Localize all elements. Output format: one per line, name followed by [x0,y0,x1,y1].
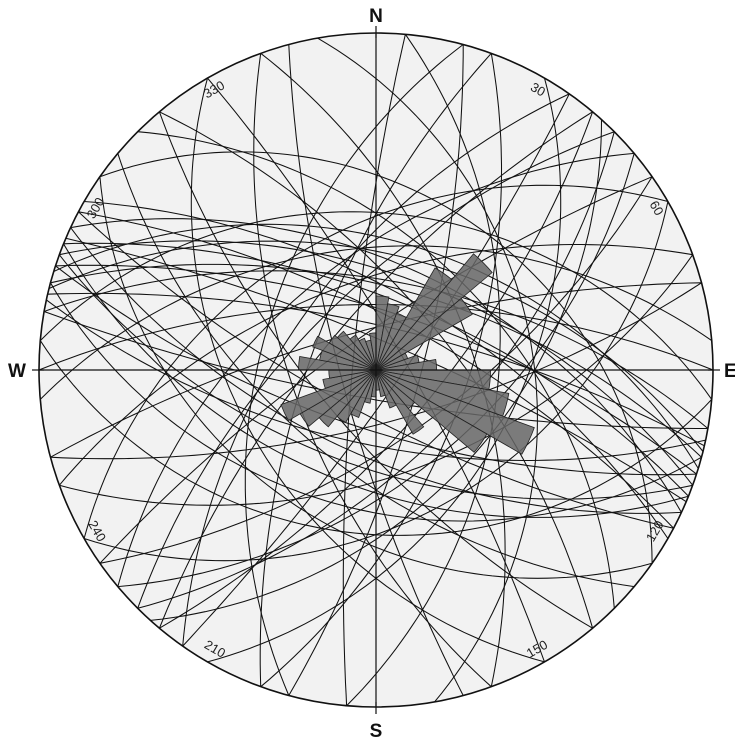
great-circle [260,52,506,687]
great-circle [50,282,702,458]
great-circle [39,245,712,400]
great-circle [63,242,689,497]
rose-petal [375,369,535,455]
rose-petal [336,330,377,371]
great-circle [70,218,682,513]
great-circle [50,282,702,522]
great-circle [59,240,694,486]
great-circle [182,93,570,647]
rose-petal [375,369,488,453]
great-circle [58,243,693,486]
great-circle [117,153,635,588]
rose-petal [349,334,377,371]
rose-petal [328,334,377,371]
great-circle [346,34,501,707]
rose-petal [375,297,473,371]
label-south: S [370,721,383,742]
label-west: W [8,361,26,382]
great-circle [70,227,682,514]
great-circle [150,119,603,621]
rose-petal [375,369,397,409]
great-circle [39,340,713,536]
great-circle [55,265,697,476]
cardinal-ticks [32,26,720,714]
great-circle [48,240,704,452]
great-circle [117,153,635,588]
rose-petal [322,369,377,389]
degree-label: 60 [647,198,667,218]
great-circle [50,282,702,460]
great-circle [63,243,689,518]
great-circle [59,254,694,506]
degree-label: 30 [528,79,548,99]
rose-petal [312,335,377,371]
rose-petal [375,253,493,371]
great-circle [39,211,713,400]
rose-petal [280,369,377,422]
cardinal-axes [39,33,713,707]
rose-petal [358,337,377,371]
great-circle [83,184,669,539]
great-circle [99,151,653,564]
great-circle [99,176,653,579]
great-circle [190,77,545,663]
great-circle [83,201,669,562]
great-circle [58,254,693,500]
rose-petal [375,369,425,435]
label-north: N [369,6,383,27]
great-circle [317,37,538,703]
label-east: E [724,361,735,382]
rose-petal [375,369,386,398]
great-circle [137,131,615,609]
